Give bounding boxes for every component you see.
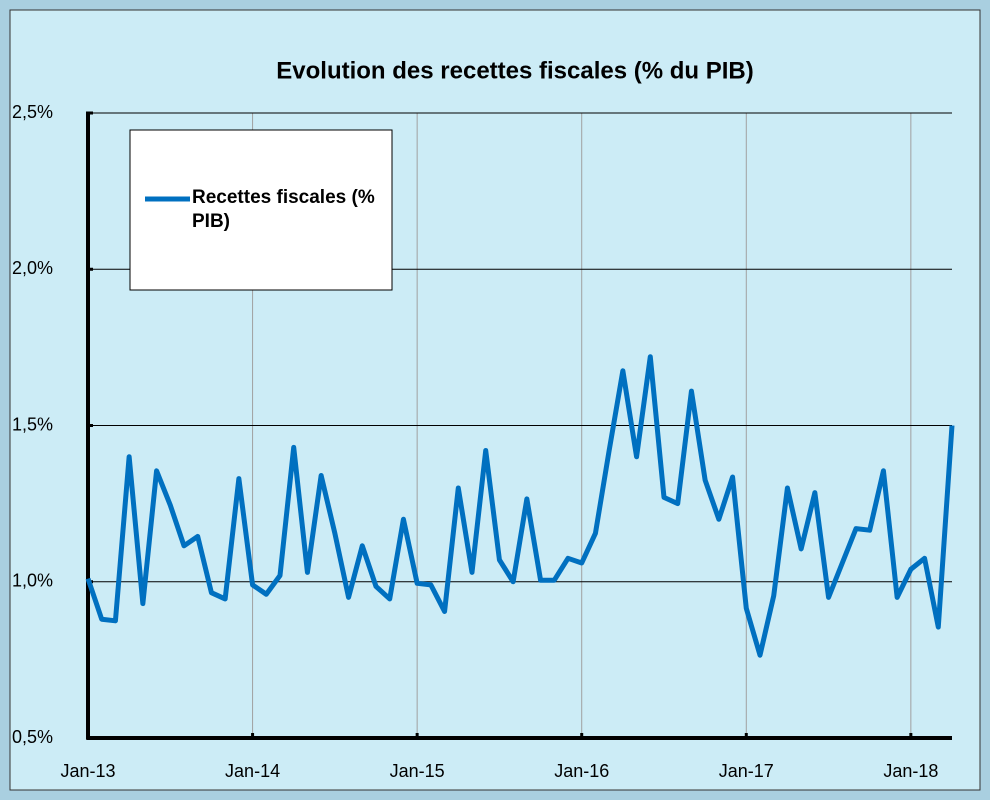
legend-label: Recettes fiscales (% PIB) xyxy=(192,187,375,232)
x-tick-label: Jan-13 xyxy=(60,761,115,781)
plot xyxy=(85,354,955,658)
x-tick-label: Jan-15 xyxy=(390,761,445,781)
legend-box xyxy=(129,129,393,291)
y-tick-label: 2,0% xyxy=(12,258,53,278)
y-tick-label: 1,0% xyxy=(12,571,53,591)
x-tick-label: Jan-16 xyxy=(554,761,609,781)
chart-title: Evolution des recettes fiscales (% du PI… xyxy=(276,57,753,84)
x-tick-label: Jan-14 xyxy=(225,761,280,781)
y-tick-label: 1,5% xyxy=(12,414,53,434)
x-tick-label: Jan-17 xyxy=(719,761,774,781)
y-tick-label: 2,5% xyxy=(12,102,53,122)
x-tick-label: Jan-18 xyxy=(883,761,938,781)
y-tick-label: 0,5% xyxy=(12,727,53,747)
series-line xyxy=(85,354,955,658)
